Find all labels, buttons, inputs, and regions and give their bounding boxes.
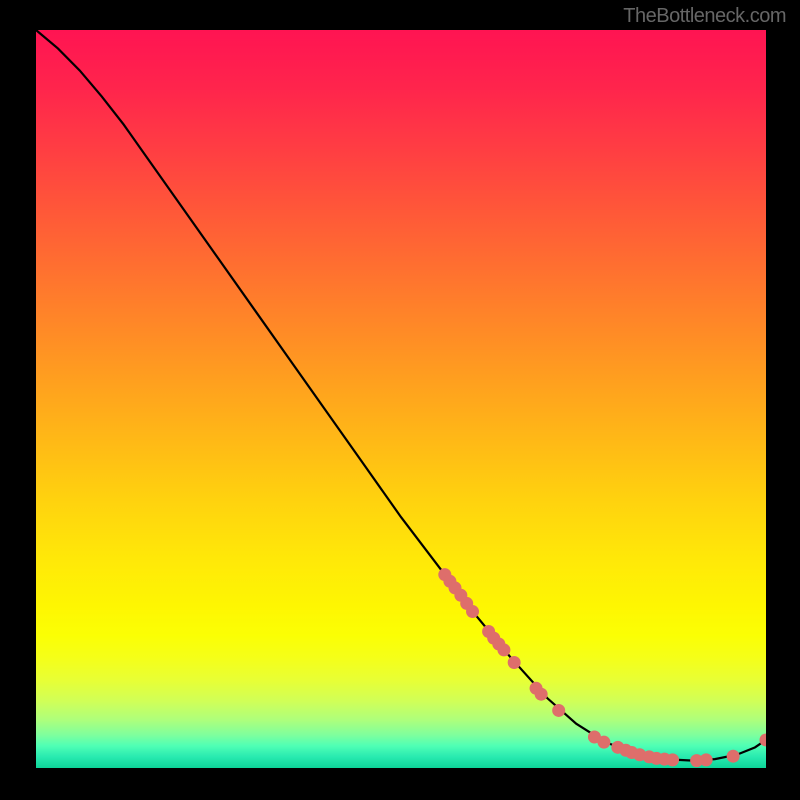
data-marker: [666, 753, 679, 766]
chart-container: [36, 30, 766, 768]
watermark-text: TheBottleneck.com: [623, 5, 786, 28]
data-marker: [508, 656, 521, 669]
data-marker: [597, 736, 610, 749]
chart-svg: [36, 30, 766, 768]
data-markers: [438, 568, 766, 767]
data-marker: [700, 753, 713, 766]
bottleneck-curve: [36, 30, 766, 761]
data-marker: [497, 643, 510, 656]
data-marker: [535, 688, 548, 701]
data-marker: [552, 704, 565, 717]
data-marker: [727, 750, 740, 763]
data-marker: [466, 605, 479, 618]
